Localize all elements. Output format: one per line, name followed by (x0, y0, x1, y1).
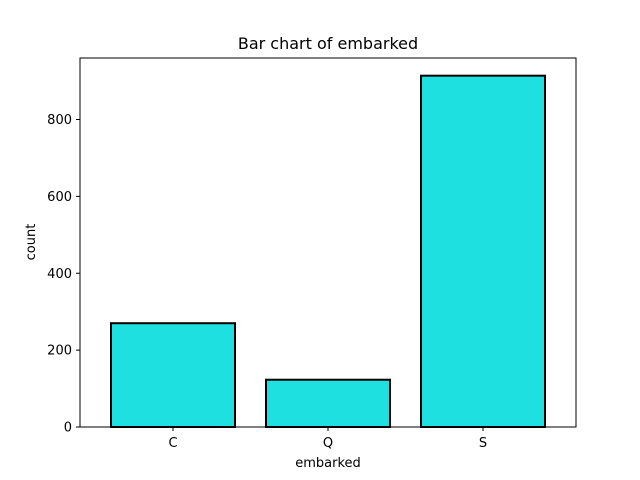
y-tick-label: 600 (47, 190, 72, 205)
x-tick-label: Q (323, 436, 333, 451)
y-tick-label: 800 (47, 113, 72, 128)
x-tick-label: S (479, 436, 487, 451)
x-tick-label: C (168, 436, 177, 451)
y-tick-label: 400 (47, 267, 72, 282)
x-axis-label: embarked (295, 456, 361, 471)
bar-Q (265, 378, 391, 428)
y-tick-label: 0 (64, 421, 72, 436)
bar-C (110, 322, 236, 428)
y-tick-label: 200 (47, 344, 72, 359)
y-axis-label: count (24, 224, 39, 261)
bars-group (110, 74, 546, 429)
bar-S (420, 74, 546, 429)
chart-title: Bar chart of embarked (238, 34, 418, 53)
y-axis: 0 200 400 600 800 (47, 113, 80, 436)
